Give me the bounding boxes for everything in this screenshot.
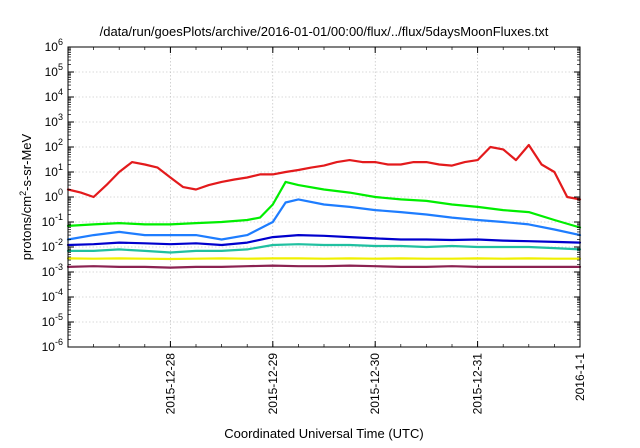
y-tick-label-base: 10 (42, 315, 56, 329)
y-tick-label: 10-6 (42, 337, 63, 354)
y-axis-label-main: protons/cm (19, 196, 34, 260)
y-tick-label: 10-4 (42, 287, 63, 304)
series-line-4 (66, 234, 582, 247)
y-tick-label-exponent: 6 (58, 37, 63, 47)
x-axis-ticks: 2015-12-28 2015-12-29 2015-12-30 2015-12-31… (93, 47, 587, 415)
y-tick-label-base: 10 (42, 290, 56, 304)
y-tick-label: 100 (45, 187, 63, 204)
series-line-3 (66, 198, 582, 241)
y-tick-label-exponent: 1 (58, 162, 63, 172)
y-tick-label-exponent: -1 (55, 212, 63, 222)
x-tick-label: 2015-12-28 (163, 353, 177, 415)
y-tick-label-base: 10 (45, 90, 59, 104)
y-tick-label: 106 (45, 37, 63, 54)
series-line-7 (66, 264, 582, 269)
y-tick-label: 10-2 (42, 237, 63, 254)
x-tick-label: 2015-12-31 (471, 353, 485, 415)
y-tick-label: 10-5 (42, 312, 63, 329)
x-tick-label: 2016-1-1 (573, 353, 587, 401)
y-tick-label: 102 (45, 137, 63, 154)
grid-lines (68, 47, 580, 347)
y-tick-label: 103 (45, 112, 63, 129)
y-tick-label: 105 (45, 62, 63, 79)
y-tick-label-base: 10 (45, 115, 59, 129)
y-tick-label-exponent: -6 (55, 337, 63, 347)
y-tick-label-base: 10 (45, 190, 59, 204)
y-axis-ticks: 10-610-510-410-310-210-11001011021031041… (42, 37, 580, 354)
y-axis-label-sup: 2 (18, 191, 28, 196)
y-tick-label-base: 10 (42, 265, 56, 279)
y-tick-label-base: 10 (42, 240, 56, 254)
chart-title: /data/run/goesPlots/archive/2016-01-01/0… (100, 24, 549, 39)
x-axis-label: Coordinated Universal Time (UTC) (224, 426, 423, 441)
y-tick-label: 10-3 (42, 262, 63, 279)
series-layer (66, 143, 582, 269)
y-tick-label-exponent: -2 (55, 237, 63, 247)
series-line-1 (66, 143, 582, 201)
series-line-5 (66, 243, 582, 254)
y-tick-label-exponent: 5 (58, 62, 63, 72)
y-tick-label: 104 (45, 87, 63, 104)
y-tick-label-exponent: 4 (58, 87, 63, 97)
y-tick-label: 101 (45, 162, 63, 179)
y-tick-label-base: 10 (45, 65, 59, 79)
y-tick-label-exponent: -5 (55, 312, 63, 322)
y-axis-label: protons/cm2-s-sr-MeV (18, 133, 34, 260)
y-tick-label-base: 10 (45, 165, 59, 179)
y-tick-label-base: 10 (42, 215, 56, 229)
y-tick-label-exponent: -3 (55, 262, 63, 272)
y-tick-label-base: 10 (45, 140, 59, 154)
x-tick-label: 2015-12-29 (266, 353, 280, 415)
x-tick-label: 2015-12-30 (368, 353, 382, 415)
y-tick-label-exponent: 3 (58, 112, 63, 122)
y-tick-label-base: 10 (42, 340, 56, 354)
y-tick-label-base: 10 (45, 40, 59, 54)
series-line-2 (66, 180, 582, 229)
y-tick-label-exponent: 2 (58, 137, 63, 147)
series-line-6 (66, 257, 582, 261)
y-tick-label-exponent: -4 (55, 287, 63, 297)
y-tick-label: 10-1 (42, 212, 63, 229)
y-axis-label-rest: -s-sr-MeV (19, 133, 34, 190)
y-tick-label-exponent: 0 (58, 187, 63, 197)
